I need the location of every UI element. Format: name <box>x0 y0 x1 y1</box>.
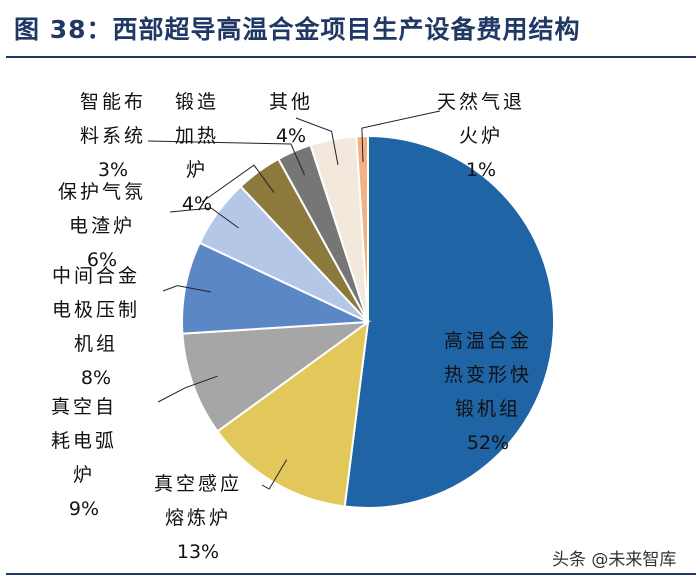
watermark: 头条 @未来智库 <box>552 550 677 570</box>
slice-label-5-line-0: 锻造 <box>175 91 219 113</box>
leader-line-3 <box>162 285 211 293</box>
slice-label-6-line-0: 智能布 <box>80 91 146 113</box>
slice-label-0-line-1: 热变形快 <box>444 364 532 386</box>
leader-line-5 <box>201 164 275 203</box>
leader-line-6 <box>147 140 305 176</box>
slice-label-7-line-0: 其他 <box>269 91 313 113</box>
leader-line-7 <box>295 117 339 165</box>
slice-label-6-line-1: 料系统 <box>80 125 146 147</box>
slice-value-3: 8% <box>81 367 111 389</box>
bottom-rule <box>6 573 696 575</box>
slice-value-2: 9% <box>69 498 99 520</box>
slice-label-2-line-0: 真空自 <box>51 396 117 418</box>
leader-lines <box>147 110 441 490</box>
leader-line-1 <box>261 459 288 490</box>
slice-label-0-line-0: 高温合金 <box>444 330 532 352</box>
slice-label-8-line-1: 火炉 <box>459 125 503 147</box>
chart-title: 图 38：西部超导高温合金项目生产设备费用结构 <box>14 15 581 44</box>
leader-line-2 <box>157 375 218 403</box>
slice-label-4-line-0: 保护气氛 <box>58 181 146 203</box>
slice-value-5: 4% <box>182 193 212 215</box>
slice-value-6: 3% <box>98 159 128 181</box>
slice-label-5-line-2: 炉 <box>186 159 208 181</box>
slice-label-4-line-1: 电渣炉 <box>69 215 135 237</box>
slice-label-8-line-0: 天然气退 <box>437 91 525 113</box>
slice-value-0: 52% <box>467 432 509 454</box>
slice-label-3-line-0: 中间合金 <box>52 265 140 287</box>
slice-label-2-line-1: 耗电弧 <box>51 430 117 452</box>
slice-label-0-line-2: 锻机组 <box>455 398 521 420</box>
slice-labels: 高温合金热变形快锻机组52%真空感应熔炼炉13%真空自耗电弧炉9%中间合金电极压… <box>51 91 532 563</box>
slice-label-3-line-2: 机组 <box>74 333 118 355</box>
slice-label-2-line-2: 炉 <box>73 464 95 486</box>
slice-value-7: 4% <box>276 125 306 147</box>
pie-slice-0 <box>343 134 556 509</box>
slice-value-8: 1% <box>466 159 496 181</box>
leader-line-8 <box>361 110 441 163</box>
slice-label-1-line-0: 真空感应 <box>154 473 242 495</box>
title-underline <box>6 56 696 58</box>
slice-value-1: 13% <box>177 541 219 563</box>
slice-label-3-line-1: 电极压制 <box>52 299 140 321</box>
leader-line-4 <box>169 207 239 229</box>
slice-value-4: 6% <box>87 249 117 271</box>
slice-label-5-line-1: 加热 <box>175 125 219 147</box>
slice-label-1-line-1: 熔炼炉 <box>165 507 231 529</box>
